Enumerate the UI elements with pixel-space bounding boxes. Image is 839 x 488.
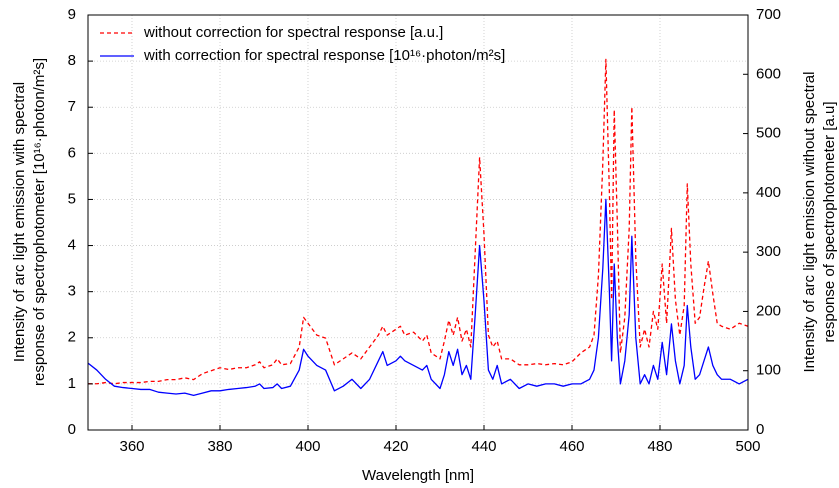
x-axis-label: Wavelength [nm] (362, 467, 474, 484)
x-tick-label: 380 (207, 438, 232, 455)
x-tick-label: 360 (119, 438, 144, 455)
plot-lines (87, 58, 749, 397)
y-tick-label: 0 (68, 421, 76, 438)
y2-tick-label: 700 (756, 6, 781, 23)
y-tick-label: 7 (68, 98, 76, 115)
y-tick-label: 3 (68, 283, 76, 300)
series-line (87, 198, 749, 397)
x-tick-label: 400 (295, 438, 320, 455)
plot-frame (87, 14, 749, 431)
y-axis-label: response of spectrophotometer [10¹⁶·phot… (31, 58, 48, 386)
x-tick-label: 480 (647, 438, 672, 455)
y-tick-label: 8 (68, 52, 76, 69)
y-tick-label: 6 (68, 144, 76, 161)
y-tick-label: 4 (68, 237, 76, 254)
y2-tick-label: 600 (756, 65, 781, 82)
x-tick-label: 420 (383, 438, 408, 455)
y2-axis-label: Intensity of arc light emission without … (801, 72, 818, 373)
y2-tick-label: 300 (756, 243, 781, 260)
y2-tick-label: 200 (756, 302, 781, 319)
y2-tick-label: 100 (756, 362, 781, 379)
series-line (88, 58, 749, 385)
y2-tick-label: 0 (756, 421, 764, 438)
legend-label: without correction for spectral response… (143, 24, 443, 41)
y-tick-label: 5 (68, 190, 76, 207)
x-tick-label: 500 (735, 438, 760, 455)
y2-tick-label: 500 (756, 125, 781, 142)
y2-tick-label: 400 (756, 184, 781, 201)
legend-label: with correction for spectral response [1… (143, 47, 505, 64)
y-tick-label: 1 (68, 375, 76, 392)
y-tick-label: 9 (68, 6, 76, 23)
x-tick-label: 440 (471, 438, 496, 455)
y-tick-label: 2 (68, 329, 76, 346)
y-axis-label: Intensity of arc light emission with spe… (11, 82, 28, 362)
y2-axis-label: response of spectrophotometer [a.u] (821, 102, 838, 343)
x-tick-label: 460 (559, 438, 584, 455)
